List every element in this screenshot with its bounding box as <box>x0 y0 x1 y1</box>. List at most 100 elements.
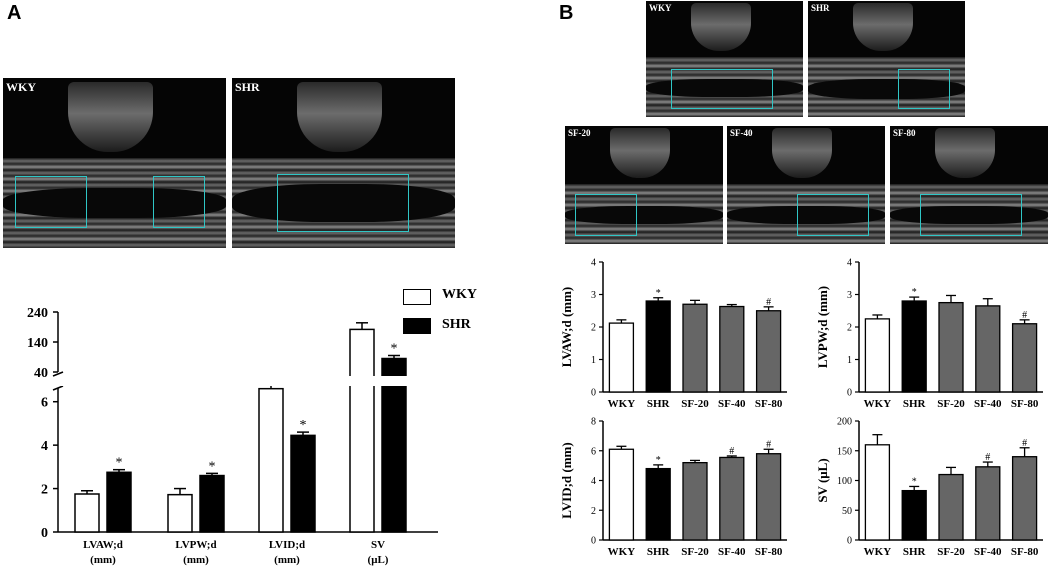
echo-label-b-sf40: SF-40 <box>730 128 753 138</box>
y-tick-label: 2 <box>591 506 596 517</box>
bar <box>1011 456 1038 541</box>
y-tick-label: 2 <box>41 483 48 498</box>
significance-mark: * <box>116 456 123 471</box>
y-tick-label: 4 <box>41 439 48 454</box>
legend-swatch-wky <box>403 289 431 305</box>
bar <box>682 303 708 393</box>
x-tick-label: (μL) <box>368 554 389 566</box>
y-axis-label: LVPW;d (mm) <box>815 286 830 368</box>
bar <box>682 461 708 541</box>
significance-mark: # <box>1022 310 1027 321</box>
echo-label-shr: SHR <box>235 80 260 94</box>
x-tick-label: LVAW;d <box>83 539 123 551</box>
y-tick-label: 0 <box>591 536 596 547</box>
x-tick-label: SF-20 <box>937 546 965 558</box>
x-tick-label: WKY <box>608 546 636 558</box>
x-tick-label: SF-40 <box>974 546 1002 558</box>
bar <box>938 301 964 393</box>
x-tick-label: SHR <box>647 398 671 410</box>
significance-mark: # <box>985 452 990 463</box>
x-tick-label: (mm) <box>90 554 116 566</box>
chart-b-lvid: 0 2 4 6 8 LVID;d (mm) WKY * SHR SF-20 # SF-40 # SF-80 <box>559 417 787 558</box>
chart-b-lvaw: 0 1 2 3 4 LVAW;d (mm) WKY * SHR SF-20 SF-40 # SF-80 <box>559 258 787 410</box>
significance-mark: # <box>729 446 734 457</box>
x-tick-label: SF-80 <box>755 398 783 410</box>
bar <box>645 467 671 541</box>
significance-mark: * <box>656 288 661 299</box>
x-tick-label: LVID;d <box>269 539 305 551</box>
significance-mark: # <box>766 297 771 308</box>
significance-mark: # <box>1022 438 1027 449</box>
y-tick-label: 150 <box>837 446 852 457</box>
x-tick-label: (mm) <box>274 554 300 566</box>
y-tick-label: 3 <box>847 290 852 301</box>
bar <box>864 444 891 541</box>
x-tick-label: SHR <box>647 546 671 558</box>
y-tick-label: 4 <box>591 476 596 487</box>
y-tick-label: 200 <box>837 417 852 428</box>
axis-break-gap <box>60 376 440 386</box>
echo-image-b-shr: SHR <box>808 1 965 117</box>
significance-mark: * <box>300 418 307 433</box>
echo-image-shr: SHR <box>232 78 455 248</box>
bar <box>975 466 1001 541</box>
y-tick-label: 4 <box>591 258 596 269</box>
echo-image-b-sf80: SF-80 <box>890 126 1048 244</box>
significance-mark: # <box>766 439 771 450</box>
legend-label-shr: SHR <box>442 317 471 332</box>
x-tick-label: (mm) <box>183 554 209 566</box>
panel-letter-a: A <box>7 2 22 24</box>
y-tick-label: 140 <box>27 336 48 351</box>
y-tick-label: 50 <box>842 506 852 517</box>
chart-b-sv: 0 50 100 150 200 SV (μL) WKY * SHR SF-20 # SF-40 # SF… <box>815 417 1043 558</box>
x-tick-label: SF-20 <box>681 546 709 558</box>
bar-wky <box>258 387 284 533</box>
bar-wky <box>74 493 100 533</box>
significance-mark: * <box>656 455 661 466</box>
echo-image-wky: WKY <box>3 78 226 248</box>
x-tick-label: SF-80 <box>1011 398 1039 410</box>
echo-label-b-shr: SHR <box>811 3 830 13</box>
bar-wky <box>167 493 193 533</box>
y-tick-label: 8 <box>591 417 596 428</box>
y-axis-label: LVID;d (mm) <box>559 442 574 518</box>
significance-mark: * <box>912 287 917 298</box>
significance-mark: * <box>912 476 917 487</box>
y-tick-label: 6 <box>591 446 596 457</box>
x-tick-label: SF-80 <box>1011 546 1039 558</box>
echo-label-wky: WKY <box>6 80 36 94</box>
x-tick-label: SF-40 <box>974 398 1002 410</box>
x-tick-label: SF-20 <box>681 398 709 410</box>
echo-image-b-wky: WKY <box>646 1 803 117</box>
legend-swatch-shr <box>403 318 431 334</box>
significance-mark: * <box>209 459 216 474</box>
x-tick-label: SF-20 <box>937 398 965 410</box>
y-tick-label: 4 <box>847 258 852 269</box>
bar-shr <box>199 474 225 533</box>
bar <box>755 453 782 541</box>
y-tick-label: 0 <box>41 526 48 541</box>
panel-letter-b: B <box>559 2 574 24</box>
bar <box>719 456 745 541</box>
y-tick-label: 0 <box>591 388 596 399</box>
x-tick-label: WKY <box>608 398 636 410</box>
bar-shr <box>106 471 132 533</box>
y-axis-label: LVAW;d (mm) <box>559 287 574 368</box>
y-tick-label: 3 <box>591 290 596 301</box>
bar-shr <box>381 357 407 533</box>
axis-break-mark <box>52 371 64 377</box>
y-tick-label: 0 <box>847 536 852 547</box>
y-tick-label: 40 <box>34 366 48 381</box>
y-tick-label: 2 <box>847 323 852 334</box>
bar <box>608 322 635 393</box>
x-tick-label: LVPW;d <box>175 539 216 551</box>
bar <box>719 305 745 393</box>
y-tick-label: 240 <box>27 306 48 321</box>
x-tick-label: SHR <box>903 398 927 410</box>
y-tick-label: 1 <box>847 355 852 366</box>
x-tick-label: SF-80 <box>755 546 783 558</box>
y-tick-label: 6 <box>41 396 48 411</box>
bar <box>755 310 782 393</box>
